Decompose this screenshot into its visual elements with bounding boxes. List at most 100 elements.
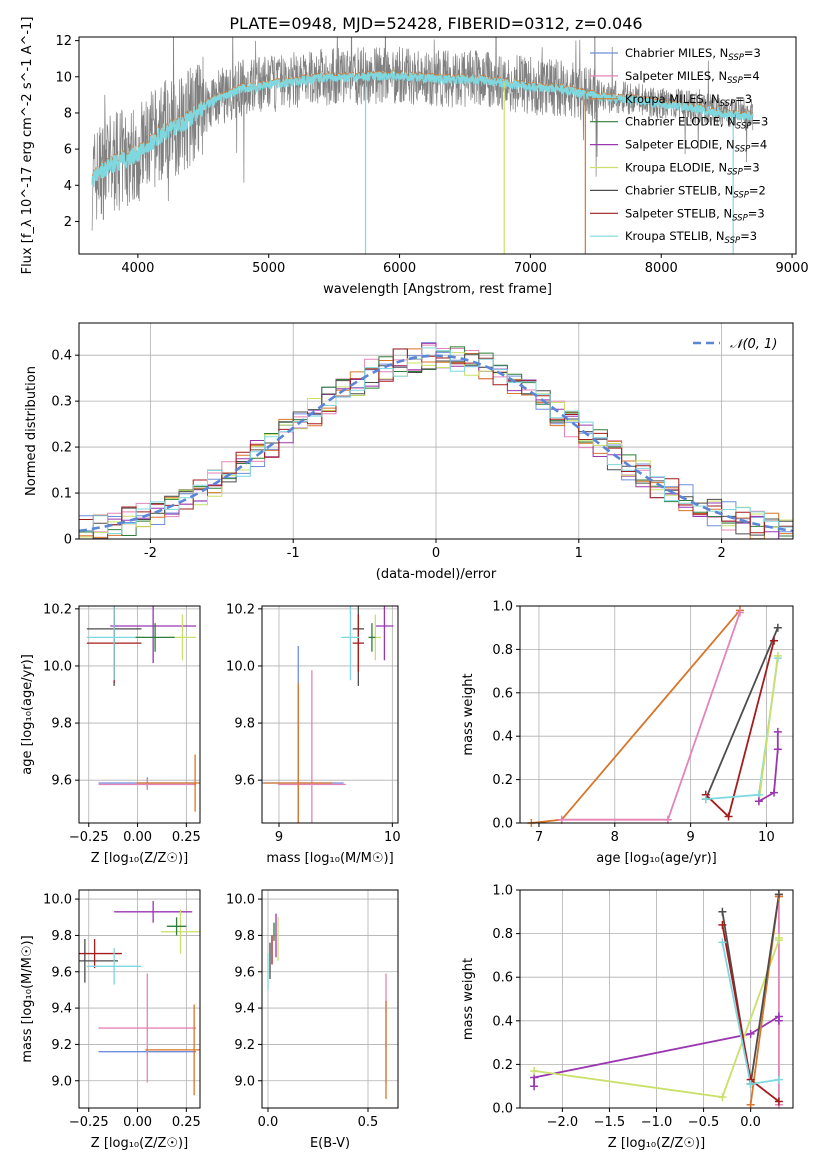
age-vs-metallicity-panel: −0.25 0.00 0.25 9.6 9.8 10.0 10.2 Z [log₁₀(Z/Z☉… [20, 602, 201, 866]
legend-label: Chabrier MILES, N [625, 46, 728, 60]
legend-label: Kroupa MILES, N [625, 92, 720, 106]
y-tick-label: 9.2 [234, 1038, 255, 1053]
x-tick-label: −0.25 [69, 830, 109, 845]
y-tick-label: 9.4 [234, 1002, 255, 1017]
legend-entry: Kroupa ELODIE, NSSP=3 [625, 161, 760, 178]
plus-marker [746, 1100, 755, 1109]
y-tick-label: 9.6 [234, 774, 255, 789]
legend-entry: Salpeter ELODIE, NSSP=4 [625, 138, 767, 155]
mass-weight-vs-age-panel: 7 8 9 10 0.0 0.2 0.4 0.6 0.8 1.0 age [log₁₀(age/yr… [461, 600, 794, 866]
plot-area [262, 606, 394, 823]
legend-suffix: =3 [744, 46, 761, 60]
legend-subscript: SSP [727, 168, 743, 178]
x-tick-label: 8 [611, 830, 619, 845]
plus-marker [754, 797, 763, 806]
plus-marker [557, 815, 566, 824]
axes-frame [519, 605, 794, 824]
y-tick-label: 0.6 [492, 971, 513, 986]
x-tick-label: −1.0 [641, 1115, 673, 1130]
legend-label: Kroupa STELIB, N [625, 229, 725, 243]
plus-marker [701, 795, 710, 804]
y-tick-label: 0.4 [492, 730, 513, 745]
mass-vs-metallicity-panel: −0.25 0.00 0.25 9.0 9.2 9.4 9.6 9.8 10.0 Z [log₁₀… [20, 889, 201, 1151]
x-tick-label: 0.25 [172, 830, 201, 845]
x-tick-label: −0.25 [69, 1115, 109, 1130]
legend-entry: Kroupa MILES, NSSP=3 [625, 92, 752, 109]
x-tick-label: 2 [717, 546, 725, 561]
plus-marker [718, 907, 727, 916]
histogram-8 [79, 347, 793, 534]
y-tick-label: 0.6 [492, 686, 513, 701]
plus-marker [663, 815, 672, 824]
legend-label: Kroupa ELODIE, N [625, 161, 727, 175]
legend-suffix: =3 [740, 229, 757, 243]
x-tick-label: 6000 [383, 261, 416, 276]
legend-label: Salpeter ELODIE, N [625, 138, 735, 152]
plus-marker [773, 651, 782, 660]
legend-entry: Chabrier STELIB, NSSP=2 [625, 183, 766, 200]
y-tick-label: 9.4 [51, 1002, 72, 1017]
axes-frame [78, 322, 794, 540]
legend-subscript: SSP [732, 213, 748, 223]
y-tick-label: 9.8 [51, 717, 72, 732]
y-tick-label: 10.0 [43, 893, 72, 908]
x-tick-label: 7000 [514, 261, 547, 276]
y-tick-label: 10.2 [226, 602, 255, 617]
plus-marker [530, 1082, 539, 1091]
y-tick-label: 8 [64, 106, 72, 121]
plot-area [86, 606, 200, 812]
figure-title: PLATE=0948, MJD=52428, FIBERID=0312, z=0… [229, 14, 642, 33]
histogram-7 [79, 348, 793, 534]
y-tick-label: 9.6 [51, 774, 72, 789]
y-tick-label: 1.0 [492, 600, 513, 615]
x-tick-label: 9000 [776, 261, 809, 276]
y-tick-label: 9.8 [51, 929, 72, 944]
histogram-6 [79, 353, 793, 539]
x-axis-label: wavelength [Angstrom, rest frame] [323, 282, 552, 297]
y-axis-label: Flux [f_λ 10^-17 erg cm^-2 s^-1 A^-1] [20, 17, 35, 275]
legend-entry: Kroupa STELIB, NSSP=3 [625, 229, 757, 246]
y-axis-label: mass [log₁₀(M/M☉)] [20, 935, 35, 1062]
legend-label: Chabrier ELODIE, N [625, 115, 736, 129]
x-tick-label: 9 [275, 830, 283, 845]
plus-marker [530, 1066, 539, 1075]
legend-entry: Salpeter STELIB, NSSP=3 [625, 206, 765, 223]
x-tick-label: 0.5 [358, 1115, 379, 1130]
x-tick-label: -1 [287, 546, 300, 561]
legend-entry: Chabrier MILES, NSSP=3 [625, 46, 761, 63]
x-tick-label: 5000 [252, 261, 285, 276]
x-axis-label: Z [log₁₀(Z/Z☉)] [91, 851, 188, 866]
x-tick-label: 0.0 [258, 1115, 279, 1130]
plus-marker [724, 812, 733, 821]
y-tick-label: 0.2 [51, 441, 72, 456]
axes-frame [261, 605, 399, 824]
y-axis-label: age [log₁₀(age/yr)] [20, 654, 35, 775]
legend-suffix: =2 [749, 183, 766, 197]
plot-area [531, 609, 779, 823]
plus-marker [774, 1075, 783, 1084]
legend-suffix: =4 [750, 138, 767, 152]
x-tick-label: −0.5 [688, 1115, 720, 1130]
y-tick-label: 6 [64, 143, 72, 158]
y-axis-label: Normed distribution [24, 366, 39, 496]
legend-entry: Chabrier ELODIE, NSSP=3 [625, 115, 768, 132]
legend-suffix: =3 [735, 92, 752, 106]
mass-weight-line [758, 731, 779, 803]
spectrum-panel: 4000 5000 6000 7000 8000 9000 2 4 6 8 10 12 waveleng… [20, 17, 809, 297]
axes-frame [78, 36, 797, 255]
y-tick-label: 1.0 [492, 884, 513, 899]
legend-label: Chabrier STELIB, N [625, 183, 733, 197]
legend-subscript: SSP [727, 76, 743, 86]
plus-marker [746, 1029, 755, 1038]
y-tick-label: 0.1 [51, 487, 72, 502]
x-axis-label: age [log₁₀(age/yr)] [596, 851, 717, 866]
legend-label: Salpeter MILES, N [625, 69, 727, 83]
legend-subscript: SSP [720, 99, 736, 109]
y-tick-label: 9.8 [234, 929, 255, 944]
y-tick-label: 10 [55, 70, 72, 85]
plus-marker [774, 1016, 783, 1025]
x-tick-label: 0.0 [740, 1115, 761, 1130]
mass-weight-line [705, 640, 775, 819]
plot-area [79, 900, 200, 1096]
